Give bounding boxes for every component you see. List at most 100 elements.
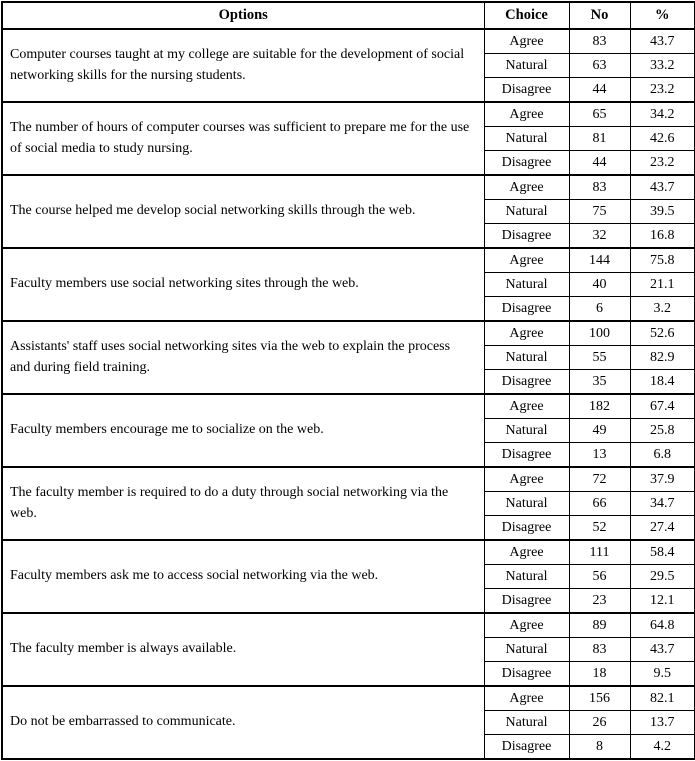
table-row: The faculty member is required to do a d… xyxy=(1,466,695,541)
pct-cell: 34.7 xyxy=(629,491,695,516)
table-row: The course helped me develop social netw… xyxy=(1,174,695,249)
table-header: Options Choice No % xyxy=(1,1,695,30)
header-row: Options Choice No % xyxy=(1,1,695,30)
pct-cell: 21.1 xyxy=(629,272,695,297)
choice-cell: Agree xyxy=(483,101,570,127)
choice-cell: Natural xyxy=(483,199,570,224)
table-row: Disagree 6 3.2 xyxy=(2,296,695,322)
choice-cell: Natural xyxy=(483,637,570,662)
pct-cell: 52.6 xyxy=(629,320,695,346)
choice-cell: Disagree xyxy=(483,661,570,687)
table-row: The number of hours of computer courses … xyxy=(1,101,695,176)
pct-cell: 67.4 xyxy=(629,393,695,419)
choice-cell: Disagree xyxy=(483,369,570,395)
option-cell: The faculty member is required to do a d… xyxy=(1,466,485,541)
choice-cell: Agree xyxy=(483,247,570,273)
table-row: The faculty member is always available. A… xyxy=(1,612,695,687)
choice-cell: Natural xyxy=(483,53,570,78)
pct-cell: 12.1 xyxy=(629,588,695,614)
no-cell: 49 xyxy=(568,418,631,443)
table-row: Assistants' staff uses social networking… xyxy=(1,320,695,395)
choice-cell: Agree xyxy=(483,28,570,54)
table-row: Disagree 52 27.4 xyxy=(2,515,695,541)
no-cell: 72 xyxy=(568,466,631,492)
table-row: Disagree 23 12.1 xyxy=(2,588,695,614)
option-cell: Assistants' staff uses social networking… xyxy=(1,320,485,395)
table-row: Computer courses taught at my college ar… xyxy=(1,28,695,103)
pct-cell: 75.8 xyxy=(629,247,695,273)
col-header-options: Options xyxy=(1,1,485,30)
col-header-pct: % xyxy=(629,1,695,30)
pct-cell: 33.2 xyxy=(629,53,695,78)
table-row: Faculty members use social networking si… xyxy=(1,247,695,322)
choice-cell: Disagree xyxy=(483,150,570,176)
no-cell: 83 xyxy=(568,174,631,200)
no-cell: 100 xyxy=(568,320,631,346)
no-cell: 26 xyxy=(568,710,631,735)
no-cell: 44 xyxy=(568,150,631,176)
option-cell: Do not be embarrassed to communicate. xyxy=(1,685,485,760)
table-row: Natural 75 39.5 xyxy=(2,199,695,224)
pct-cell: 64.8 xyxy=(629,612,695,638)
pct-cell: 82.1 xyxy=(629,685,695,711)
no-cell: 55 xyxy=(568,345,631,370)
pct-cell: 29.5 xyxy=(629,564,695,589)
pct-cell: 43.7 xyxy=(629,174,695,200)
no-cell: 156 xyxy=(568,685,631,711)
table-row: Natural 56 29.5 xyxy=(2,564,695,589)
choice-cell: Agree xyxy=(483,320,570,346)
no-cell: 81 xyxy=(568,126,631,151)
choice-cell: Disagree xyxy=(483,77,570,103)
choice-cell: Natural xyxy=(483,418,570,443)
choice-cell: Natural xyxy=(483,564,570,589)
no-cell: 18 xyxy=(568,661,631,687)
table-row: Natural 26 13.7 xyxy=(2,710,695,735)
table-row: Disagree 44 23.2 xyxy=(2,150,695,176)
pct-cell: 42.6 xyxy=(629,126,695,151)
option-cell: The faculty member is always available. xyxy=(1,612,485,687)
no-cell: 75 xyxy=(568,199,631,224)
no-cell: 13 xyxy=(568,442,631,468)
table-row: Faculty members encourage me to socializ… xyxy=(1,393,695,468)
no-cell: 40 xyxy=(568,272,631,297)
choice-cell: Disagree xyxy=(483,588,570,614)
choice-cell: Natural xyxy=(483,710,570,735)
option-cell: The number of hours of computer courses … xyxy=(1,101,485,176)
table-row: Natural 81 42.6 xyxy=(2,126,695,151)
option-cell: Faculty members encourage me to socializ… xyxy=(1,393,485,468)
choice-cell: Disagree xyxy=(483,442,570,468)
col-header-choice: Choice xyxy=(483,1,570,30)
pct-cell: 6.8 xyxy=(629,442,695,468)
table-body: Computer courses taught at my college ar… xyxy=(1,28,695,760)
pct-cell: 43.7 xyxy=(629,28,695,54)
no-cell: 32 xyxy=(568,223,631,249)
no-cell: 83 xyxy=(568,637,631,662)
choice-cell: Natural xyxy=(483,126,570,151)
table-row: Faculty members ask me to access social … xyxy=(1,539,695,614)
no-cell: 63 xyxy=(568,53,631,78)
choice-cell: Natural xyxy=(483,345,570,370)
option-cell: Faculty members ask me to access social … xyxy=(1,539,485,614)
table-row: Disagree 18 9.5 xyxy=(2,661,695,687)
choice-cell: Disagree xyxy=(483,296,570,322)
pct-cell: 18.4 xyxy=(629,369,695,395)
choice-cell: Agree xyxy=(483,685,570,711)
no-cell: 52 xyxy=(568,515,631,541)
table-row: Natural 40 21.1 xyxy=(2,272,695,297)
pct-cell: 3.2 xyxy=(629,296,695,322)
no-cell: 65 xyxy=(568,101,631,127)
pct-cell: 34.2 xyxy=(629,101,695,127)
option-cell: Computer courses taught at my college ar… xyxy=(1,28,485,103)
no-cell: 66 xyxy=(568,491,631,516)
option-cell: The course helped me develop social netw… xyxy=(1,174,485,249)
pct-cell: 23.2 xyxy=(629,77,695,103)
table-row: Natural 83 43.7 xyxy=(2,637,695,662)
no-cell: 182 xyxy=(568,393,631,419)
pct-cell: 43.7 xyxy=(629,637,695,662)
no-cell: 23 xyxy=(568,588,631,614)
pct-cell: 27.4 xyxy=(629,515,695,541)
pct-cell: 16.8 xyxy=(629,223,695,249)
pct-cell: 39.5 xyxy=(629,199,695,224)
table-row: Natural 55 82.9 xyxy=(2,345,695,370)
